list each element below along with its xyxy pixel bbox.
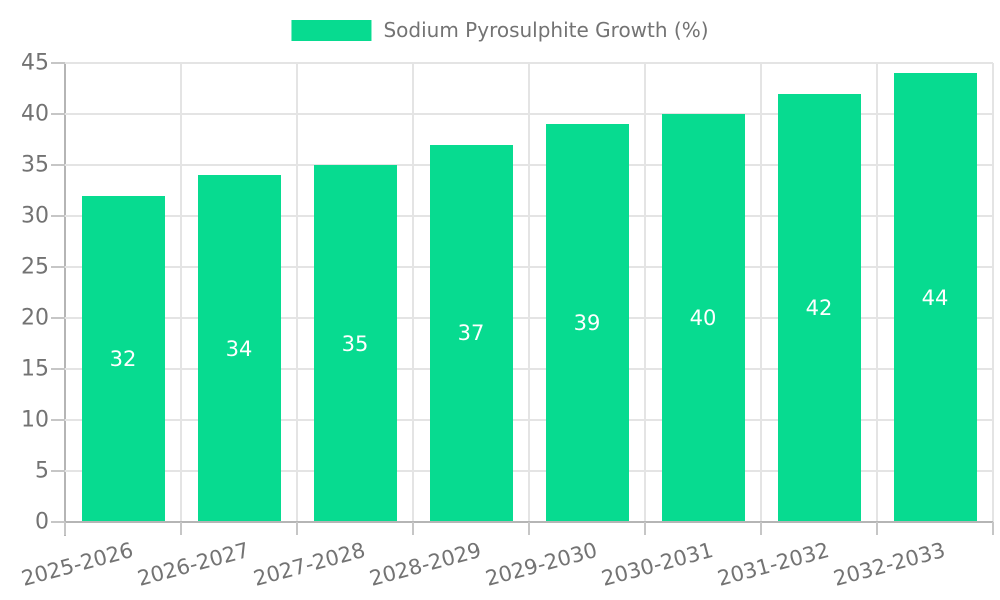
x-gridline xyxy=(412,63,414,522)
y-axis-tick xyxy=(51,164,65,166)
x-axis-tick xyxy=(528,522,530,535)
legend-label: Sodium Pyrosulphite Growth (%) xyxy=(383,18,709,42)
y-axis-tick-label: 35 xyxy=(21,152,49,178)
bar-value-label: 32 xyxy=(109,346,137,371)
y-axis-tick-label: 25 xyxy=(21,254,49,280)
y-axis-tick-label: 0 xyxy=(35,509,49,535)
bar-2031-2032[interactable] xyxy=(777,93,861,522)
x-axis-tick xyxy=(760,522,762,535)
plot-area: 32 34 35 37 39 40 42 44 xyxy=(65,62,994,522)
bar-2025-2026[interactable] xyxy=(81,195,165,522)
legend-swatch xyxy=(291,19,372,41)
bar-2030-2031[interactable] xyxy=(661,114,745,522)
x-gridline xyxy=(644,63,646,522)
x-gridline xyxy=(992,63,994,522)
x-gridline xyxy=(528,63,530,522)
x-axis-tick-label: 2027-2028 xyxy=(250,538,368,591)
y-axis-tick xyxy=(51,266,65,268)
y-axis-tick-label: 40 xyxy=(21,101,49,127)
y-axis-tick xyxy=(51,113,65,115)
x-gridline xyxy=(876,63,878,522)
x-axis-tick-label: 2031-2032 xyxy=(714,538,832,591)
bar-value-label: 40 xyxy=(689,306,717,330)
bar-value-label: 35 xyxy=(341,331,369,356)
x-axis-tick xyxy=(412,522,414,535)
y-axis-tick-label: 15 xyxy=(21,356,49,382)
y-axis-tick-label: 10 xyxy=(21,407,49,433)
x-axis-tick xyxy=(992,522,994,535)
x-gridline xyxy=(180,63,182,522)
x-axis-tick xyxy=(644,522,646,535)
bar-value-label: 42 xyxy=(805,295,833,320)
bar-value-label: 39 xyxy=(573,311,601,336)
x-axis-tick xyxy=(64,522,66,535)
bar-value-label: 34 xyxy=(225,336,253,361)
x-axis-tick-label: 2030-2031 xyxy=(598,538,716,591)
y-axis-tick xyxy=(51,419,65,421)
x-axis-tick xyxy=(180,522,182,535)
y-axis-tick-label: 20 xyxy=(21,305,49,331)
x-axis-tick-label: 2025-2026 xyxy=(18,538,136,591)
y-axis-tick xyxy=(51,317,65,319)
y-axis-tick-label: 30 xyxy=(21,203,49,229)
legend[interactable]: Sodium Pyrosulphite Growth (%) xyxy=(291,18,709,42)
x-axis-tick-label: 2029-2030 xyxy=(482,538,600,591)
bar-value-label: 44 xyxy=(921,285,949,310)
y-axis-tick xyxy=(51,368,65,370)
bar-value-label: 37 xyxy=(457,321,485,346)
x-axis-tick xyxy=(296,522,298,535)
bar-2026-2027[interactable] xyxy=(197,175,281,522)
bar-2032-2033[interactable] xyxy=(893,73,977,522)
y-axis-tick xyxy=(51,521,65,523)
y-axis-tick-label: 45 xyxy=(21,50,49,76)
x-axis-tick-label: 2026-2027 xyxy=(134,538,252,591)
x-axis-tick xyxy=(876,522,878,535)
bar-2028-2029[interactable] xyxy=(429,144,513,522)
y-axis-line xyxy=(64,63,66,536)
bar-2029-2030[interactable] xyxy=(545,124,629,522)
y-axis-tick xyxy=(51,62,65,64)
x-gridline xyxy=(760,63,762,522)
y-axis-tick xyxy=(51,215,65,217)
y-axis-tick xyxy=(51,470,65,472)
x-axis-tick-label: 2032-2033 xyxy=(830,538,948,591)
x-axis-tick-label: 2028-2029 xyxy=(366,538,484,591)
x-gridline xyxy=(296,63,298,522)
y-axis-tick-label: 5 xyxy=(35,458,49,484)
bar-2027-2028[interactable] xyxy=(313,165,397,522)
